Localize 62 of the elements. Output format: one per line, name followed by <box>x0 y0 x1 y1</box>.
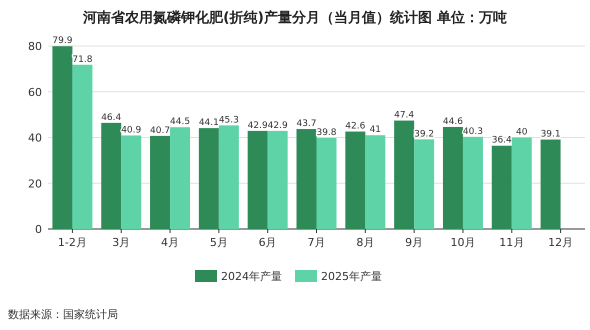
data-label: 39.1 <box>540 130 561 140</box>
data-label: 44.1 <box>198 118 219 128</box>
data-label: 41 <box>370 125 382 136</box>
data-label: 42.9 <box>248 120 268 131</box>
bar <box>218 125 239 229</box>
bar <box>540 140 561 229</box>
y-tick-label: 40 <box>28 132 42 144</box>
data-label: 42.9 <box>268 120 288 131</box>
y-tick-label: 0 <box>35 223 42 236</box>
x-tick-label: 5月 <box>210 236 228 249</box>
data-label: 39.2 <box>414 129 434 140</box>
x-tick-label: 9月 <box>405 236 424 249</box>
data-label: 71.8 <box>72 54 93 65</box>
bar <box>72 64 92 229</box>
bar <box>52 46 72 229</box>
data-label: 45.3 <box>218 115 239 126</box>
data-label: 43.7 <box>296 119 317 130</box>
title: 河南省农用氮磷钾化肥(折纯)产量分月（当月值）统计图 单位：万吨 <box>83 10 507 26</box>
x-tick-label: 12月 <box>548 236 574 249</box>
bar <box>316 138 336 229</box>
x-tick-label: 3月 <box>112 236 130 249</box>
x-tick-label: 4月 <box>161 236 180 249</box>
bar <box>121 135 142 229</box>
legend-label: 2024年产量 <box>221 270 282 283</box>
bar <box>170 127 190 229</box>
x-tick-label: 10月 <box>450 236 476 249</box>
bar <box>268 130 288 229</box>
data-label: 44.6 <box>442 116 464 127</box>
y-tick-label: 60 <box>28 86 42 99</box>
bar <box>365 135 386 229</box>
x-tick-label: 6月 <box>258 236 277 249</box>
x-tick-label: 1-2月 <box>58 236 87 249</box>
x-tick-label: 7月 <box>308 236 326 249</box>
data-label: 42.6 <box>345 122 366 132</box>
x-tick-label: 11月 <box>499 236 524 249</box>
data-label: 46.4 <box>101 112 122 123</box>
bar <box>150 136 170 229</box>
data-label: 47.4 <box>394 110 414 121</box>
bar <box>462 136 483 229</box>
x-tick-label: 8月 <box>356 236 374 249</box>
data-label: 36.4 <box>492 136 512 146</box>
y-tick-label: 20 <box>28 177 42 190</box>
bar <box>101 122 122 229</box>
bar <box>414 139 434 229</box>
data-label: 39.8 <box>316 128 337 138</box>
data-label: 40 <box>516 128 528 138</box>
bar <box>512 138 532 229</box>
y-tick-label: 80 <box>28 40 42 53</box>
data-label: 79.9 <box>52 36 73 46</box>
bar <box>442 126 463 229</box>
data-label: 40.9 <box>121 125 142 136</box>
bar <box>345 132 366 229</box>
legend-label: 2025年产量 <box>321 270 382 283</box>
bar <box>296 129 316 229</box>
data-label: 40.3 <box>462 126 483 137</box>
data-label: 44.5 <box>170 117 190 128</box>
bar <box>492 146 512 229</box>
bar <box>248 130 268 229</box>
source-note: 数据来源：国家统计局 <box>8 308 118 321</box>
bar <box>198 128 219 229</box>
data-label: 40.7 <box>150 126 170 136</box>
bar <box>394 120 414 229</box>
